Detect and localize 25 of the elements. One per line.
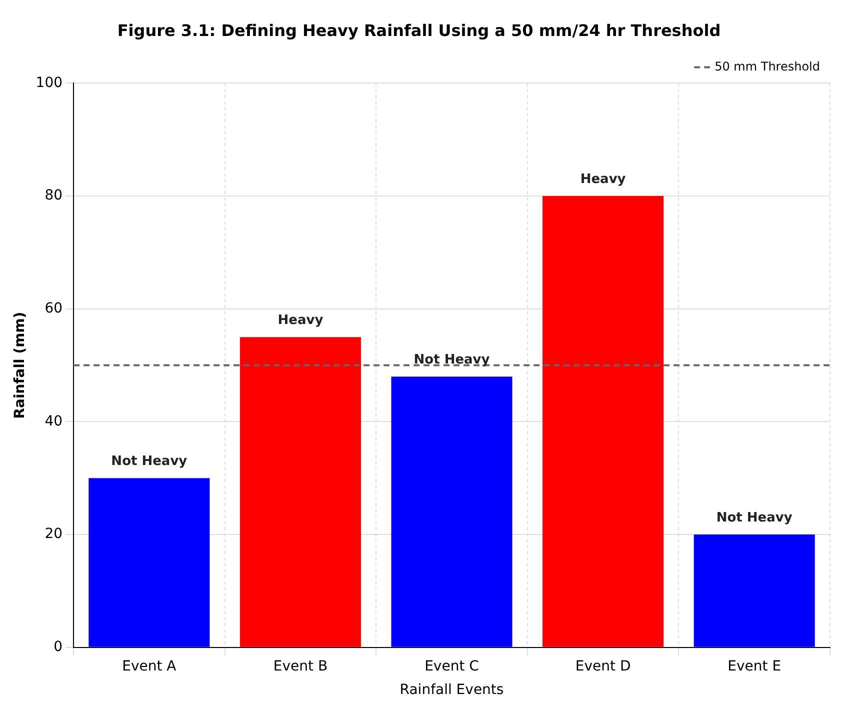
chart-title: Figure 3.1: Defining Heavy Rainfall Using a 50 mm/24 hr Threshold <box>117 20 721 40</box>
y-tick-label: 80 <box>44 188 63 204</box>
bar <box>694 534 815 647</box>
data-label: Heavy <box>580 172 626 187</box>
x-tick-label: Event E <box>728 658 782 674</box>
data-label: Not Heavy <box>716 510 793 526</box>
x-axis-title: Rainfall Events <box>400 682 504 698</box>
y-tick-label: 20 <box>44 526 63 542</box>
y-tick-label: 60 <box>44 300 63 317</box>
x-tick-label: Event D <box>575 658 631 674</box>
bar <box>240 337 361 647</box>
bar <box>542 196 664 647</box>
y-axis-title: Rainfall (mm) <box>12 312 28 419</box>
bar <box>391 376 512 647</box>
x-tick-label: Event B <box>273 658 328 674</box>
data-label: Not Heavy <box>414 352 490 368</box>
data-label: Not Heavy <box>111 454 188 470</box>
y-tick-label: 100 <box>36 74 63 91</box>
data-label: Heavy <box>278 312 324 328</box>
legend-label: 50 mm Threshold <box>714 59 820 74</box>
y-tick-label: 40 <box>44 413 63 430</box>
bar <box>88 478 210 647</box>
x-tick-label: Event C <box>424 658 480 674</box>
y-tick-label: 0 <box>54 639 63 656</box>
x-tick-label: Event A <box>122 658 177 674</box>
